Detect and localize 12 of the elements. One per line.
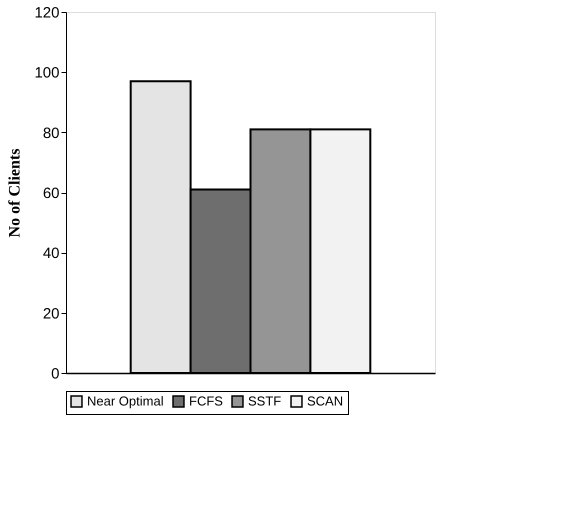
y-tick-label: 20 — [42, 305, 60, 322]
y-tick-label: 120 — [34, 4, 60, 22]
y-tick-label: 60 — [42, 185, 60, 202]
y-tick-label: 40 — [42, 245, 60, 262]
y-tick-label: 0 — [51, 366, 60, 382]
y-tick-label: 100 — [34, 64, 60, 82]
legend-label: SSTF — [248, 394, 282, 409]
y-axis-title: No of Clients — [6, 148, 24, 238]
legend-label: Near Optimal — [87, 394, 164, 409]
legend-label: FCFS — [189, 394, 224, 409]
y-tick-label: 80 — [42, 124, 60, 142]
legend-label: SCAN — [307, 394, 344, 409]
